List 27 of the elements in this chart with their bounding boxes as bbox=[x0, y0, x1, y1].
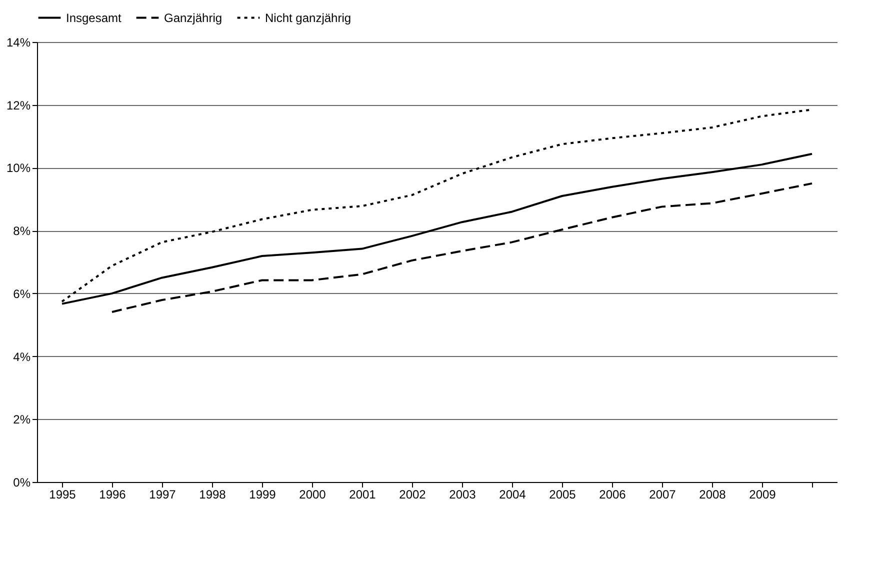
x-tick-label: 1997 bbox=[149, 488, 176, 502]
y-tick-label: 14% bbox=[6, 36, 31, 50]
y-tick-label: 2% bbox=[13, 412, 31, 427]
legend-label: Ganzjährig bbox=[164, 10, 222, 25]
y-tick-label: 12% bbox=[6, 98, 31, 112]
x-tick-label: 2003 bbox=[449, 488, 476, 502]
x-tick-label: 2001 bbox=[349, 488, 376, 502]
x-tick-label: 2007 bbox=[649, 488, 676, 502]
x-tick-label: 2008 bbox=[699, 488, 726, 502]
legend-label: Insgesamt bbox=[66, 10, 122, 25]
x-tick-label: 1996 bbox=[99, 488, 126, 502]
x-tick-label: 2005 bbox=[549, 488, 576, 502]
y-tick-label: 4% bbox=[13, 350, 31, 364]
x-tick-label: 2002 bbox=[399, 488, 426, 502]
line-series bbox=[111, 182, 813, 313]
x-tick-label: 2006 bbox=[599, 488, 626, 502]
y-tick-label: 6% bbox=[13, 286, 31, 301]
y-tick-label: 8% bbox=[13, 224, 31, 238]
y-tick-label: 0% bbox=[13, 476, 31, 490]
x-tick-label: 1995 bbox=[49, 488, 76, 502]
x-tick-label: 2004 bbox=[499, 488, 526, 502]
x-tick-label: 1998 bbox=[199, 488, 226, 502]
x-tick-label: 2009 bbox=[749, 488, 776, 502]
legend-label: Nicht ganzjährig bbox=[265, 10, 352, 25]
x-tick-label: 2000 bbox=[299, 488, 326, 502]
y-tick-label: 10% bbox=[6, 161, 31, 176]
x-tick-label: 1999 bbox=[249, 488, 276, 502]
